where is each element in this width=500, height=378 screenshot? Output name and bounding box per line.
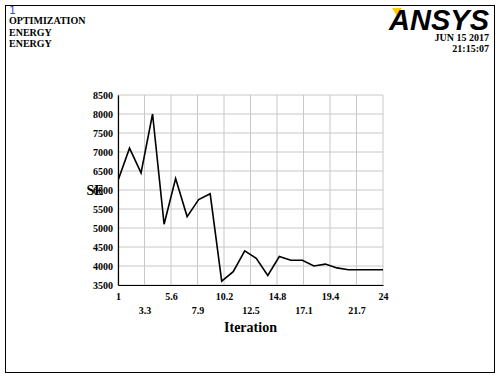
y-axis-title: SE bbox=[86, 183, 103, 198]
tick-label: 5500 bbox=[93, 204, 113, 215]
grid-line bbox=[277, 95, 278, 285]
time: 21:15:07 bbox=[452, 43, 489, 54]
subtitle: ENERGY bbox=[9, 27, 53, 38]
tick-label: 21.7 bbox=[348, 305, 366, 316]
tick-label: 10.2 bbox=[216, 291, 234, 302]
tick: 5500 bbox=[93, 204, 118, 215]
tick-label: 24 bbox=[379, 291, 389, 302]
grid-line bbox=[144, 95, 145, 285]
tick-label: 5000 bbox=[93, 223, 113, 234]
tick: 8500 bbox=[93, 90, 118, 101]
tick: 5000 bbox=[93, 223, 118, 234]
tick-label: 3500 bbox=[93, 280, 113, 291]
tick-label: 1 bbox=[116, 291, 121, 302]
grid-line bbox=[356, 95, 357, 285]
tick: 14.8 bbox=[269, 285, 287, 302]
grid-line bbox=[383, 95, 384, 285]
tick-label: 4500 bbox=[93, 242, 113, 253]
plot-area bbox=[118, 95, 383, 285]
tick-label: 7000 bbox=[93, 147, 113, 158]
tick: 24 bbox=[379, 285, 389, 302]
line bbox=[118, 114, 383, 281]
tick: 8000 bbox=[93, 109, 118, 120]
tick: 7500 bbox=[93, 128, 118, 139]
tick: 10.2 bbox=[216, 285, 234, 302]
subtitle: ENERGY bbox=[9, 38, 53, 49]
tick: 17.1 bbox=[295, 285, 313, 316]
tick: 19.4 bbox=[322, 285, 340, 302]
frame bbox=[6, 6, 495, 373]
grid-line bbox=[330, 95, 331, 285]
tick: 7.9 bbox=[192, 285, 205, 316]
tick: 4500 bbox=[93, 242, 118, 253]
x-axis-title: Iteration bbox=[224, 320, 277, 335]
tick-label: 7500 bbox=[93, 128, 113, 139]
title: OPTIMIZATION bbox=[9, 15, 86, 26]
tick-label: 8000 bbox=[93, 109, 113, 120]
axis-line bbox=[118, 96, 119, 286]
grid-line bbox=[118, 95, 119, 285]
tick-label: 8500 bbox=[93, 90, 113, 101]
tick: 12.5 bbox=[242, 285, 260, 316]
tick-label: 5.6 bbox=[165, 291, 178, 302]
date: JUN 15 2017 bbox=[435, 32, 489, 43]
tick: 4000 bbox=[93, 261, 118, 272]
tick-label: 12.5 bbox=[242, 305, 260, 316]
series bbox=[118, 114, 383, 281]
grid-line bbox=[224, 95, 225, 285]
x-axis: 1 3.3 5.6 7.9 10.2 12.5 14.8 17.1 19.4 21.7 24 bbox=[116, 285, 389, 316]
grid-line bbox=[171, 95, 172, 285]
tick: 1 bbox=[116, 285, 121, 302]
grid-line bbox=[250, 95, 251, 285]
tick-label: 17.1 bbox=[295, 305, 313, 316]
axis-line bbox=[119, 285, 384, 286]
tick-label: 3.3 bbox=[139, 305, 152, 316]
tick-label: 6500 bbox=[93, 166, 113, 177]
tick: 3500 bbox=[93, 280, 118, 291]
grid-line bbox=[303, 95, 304, 285]
chart: 1OPTIMIZATIONENERGYENERGYANSYSJUN 15 201… bbox=[0, 0, 500, 378]
tick-label: 7.9 bbox=[192, 305, 205, 316]
tick: 5.6 bbox=[165, 285, 178, 302]
tick-label: 4000 bbox=[93, 261, 113, 272]
tick: 21.7 bbox=[348, 285, 366, 316]
grid-line bbox=[197, 95, 198, 285]
tick-label: 14.8 bbox=[269, 291, 287, 302]
tick: 7000 bbox=[93, 147, 118, 158]
tick: 6500 bbox=[93, 166, 118, 177]
tick: 3.3 bbox=[139, 285, 152, 316]
grid bbox=[118, 95, 383, 285]
tick-label: 19.4 bbox=[322, 291, 340, 302]
